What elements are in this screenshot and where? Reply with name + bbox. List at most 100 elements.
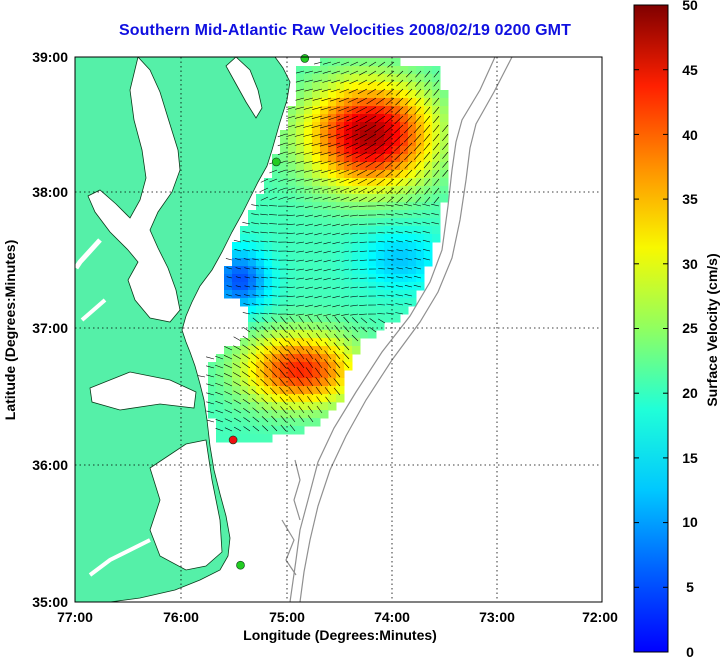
velocity-vector: [295, 187, 305, 191]
velocity-vector: [338, 97, 350, 103]
velocity-cell: [280, 194, 289, 203]
velocity-cell: [344, 282, 353, 291]
velocity-cell: [328, 194, 337, 203]
velocity-cell: [328, 394, 337, 403]
velocity-vector: [206, 374, 215, 378]
velocity-vector: [375, 97, 386, 105]
velocity-cell: [232, 274, 241, 283]
velocity-cell: [256, 242, 265, 251]
velocity-cell: [312, 250, 321, 259]
velocity-cell: [240, 386, 249, 395]
velocity-vector: [332, 304, 341, 308]
velocity-cell: [392, 250, 401, 259]
velocity-cell: [440, 162, 449, 171]
velocity-cell: [304, 242, 313, 251]
velocity-cell: [360, 146, 369, 155]
velocity-cell: [240, 282, 249, 291]
velocity-vector: [350, 241, 359, 244]
velocity-cell: [328, 402, 337, 411]
velocity-cell: [320, 154, 329, 163]
velocity-cell: [320, 226, 329, 235]
velocity-vector: [376, 88, 386, 96]
velocity-vector: [214, 364, 224, 369]
velocity-vector: [358, 70, 368, 76]
velocity-cell: [328, 170, 337, 179]
velocity-vector: [395, 312, 404, 315]
velocity-cell: [304, 386, 313, 395]
velocity-vector: [414, 106, 422, 115]
velocity-vector: [347, 169, 359, 175]
velocity-cell: [440, 146, 449, 155]
velocity-cell: [328, 130, 337, 139]
velocity-cell: [376, 130, 385, 139]
velocity-cell: [440, 130, 449, 139]
velocity-vector: [319, 133, 332, 138]
velocity-cell: [360, 178, 369, 187]
velocity-vector: [261, 276, 269, 279]
velocity-vector: [377, 79, 386, 86]
velocity-cell: [304, 130, 313, 139]
velocity-cell: [280, 282, 289, 291]
velocity-vector: [396, 240, 404, 243]
velocity-cell: [272, 258, 281, 267]
velocity-vector: [360, 317, 368, 324]
velocity-cell: [368, 194, 377, 203]
velocity-cell: [296, 378, 305, 387]
velocity-cell: [376, 250, 385, 259]
velocity-vector: [350, 250, 359, 253]
velocity-cell: [320, 162, 329, 171]
velocity-vector: [377, 70, 386, 77]
velocity-cell: [352, 250, 361, 259]
velocity-vector: [206, 410, 215, 414]
colorbar-tick-label: 15: [682, 450, 698, 466]
velocity-cell: [400, 202, 409, 211]
colorbar-tick-label: 0: [686, 644, 694, 659]
velocity-cell: [352, 218, 361, 227]
velocity-cell: [376, 170, 385, 179]
velocity-vector: [270, 333, 278, 342]
velocity-cell: [248, 338, 257, 347]
velocity-cell: [392, 66, 401, 75]
velocity-cell: [216, 370, 225, 379]
velocity-cell: [248, 370, 257, 379]
velocity-cell: [408, 170, 417, 179]
velocity-cell: [368, 210, 377, 219]
velocity-vector: [384, 115, 395, 124]
velocity-vector: [354, 133, 368, 141]
velocity-vector: [323, 214, 332, 218]
velocity-cell: [296, 338, 305, 347]
map-plot-area: [74, 54, 603, 603]
velocity-cell: [424, 90, 433, 99]
velocity-vector: [232, 363, 242, 369]
velocity-cell: [240, 242, 249, 251]
velocity-vector: [403, 142, 413, 152]
velocity-vector: [414, 249, 422, 252]
velocity-cell: [408, 114, 417, 123]
velocity-cell: [328, 162, 337, 171]
velocity-cell: [328, 106, 337, 115]
velocity-vector: [358, 205, 368, 207]
velocity-vector: [433, 88, 440, 96]
velocity-cell: [264, 370, 273, 379]
velocity-vector: [356, 106, 368, 113]
velocity-cell: [336, 314, 345, 323]
velocity-cell: [360, 210, 369, 219]
velocity-cell: [336, 146, 345, 155]
velocity-cell: [288, 306, 297, 315]
velocity-vector: [387, 258, 395, 261]
velocity-vector: [289, 424, 296, 432]
velocity-vector: [414, 169, 422, 178]
velocity-vector: [404, 169, 413, 178]
velocity-cell: [264, 330, 273, 339]
velocity-cell: [216, 434, 225, 443]
velocity-cell: [240, 426, 249, 435]
velocity-cell: [240, 250, 249, 259]
velocity-vector: [296, 232, 305, 235]
velocity-vector: [235, 276, 242, 279]
velocity-vector: [294, 151, 305, 155]
colorbar-tick-label: 45: [682, 62, 698, 78]
velocity-cell: [424, 250, 433, 259]
velocity-vector: [328, 151, 341, 156]
velocity-cell: [376, 314, 385, 323]
velocity-cell: [240, 338, 249, 347]
